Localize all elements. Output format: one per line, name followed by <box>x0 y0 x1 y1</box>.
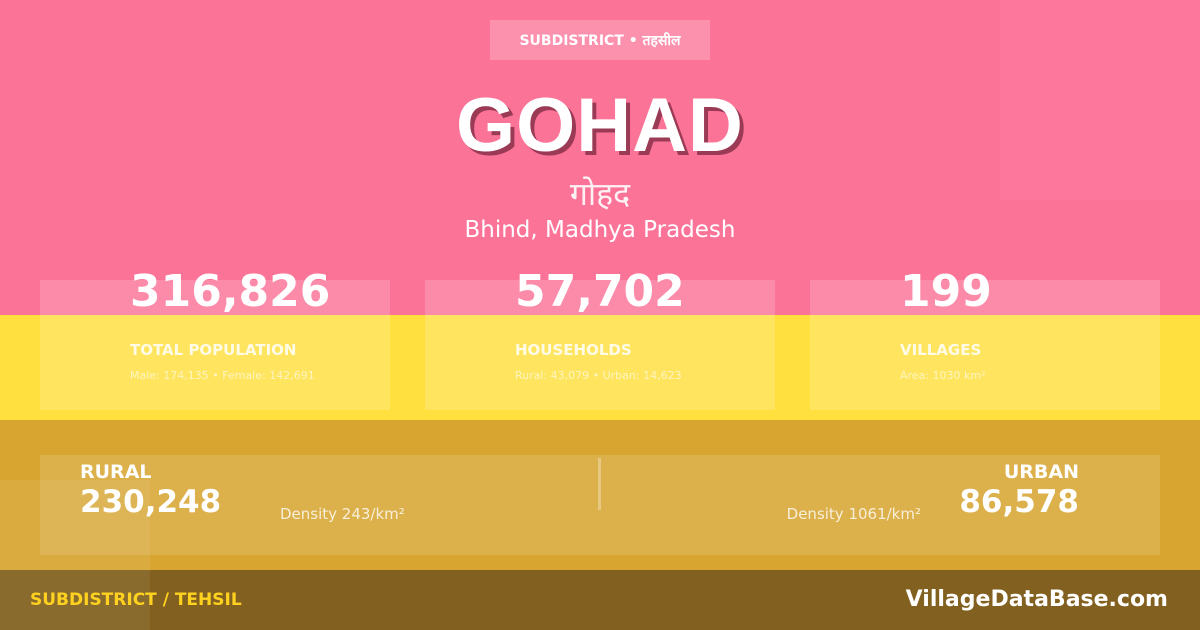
divider <box>598 458 601 510</box>
stat-value: 57,702 <box>515 266 685 317</box>
rural-label: RURAL <box>80 461 152 483</box>
title-hindi: गोहद <box>569 175 631 213</box>
footer-category: SUBDISTRICT / TEHSIL <box>30 590 242 610</box>
stat-label: VILLAGES <box>900 341 982 359</box>
stat-value: 316,826 <box>130 266 331 317</box>
stat-value: 199 <box>900 266 992 317</box>
urban-value: 86,578 <box>959 484 1079 520</box>
stat-sub: Male: 174,135 • Female: 142,691 <box>130 369 315 382</box>
site-brand-link[interactable]: VillageDataBase.com <box>905 587 1168 612</box>
stat-card-population: 316,826 TOTAL POPULATION Male: 174,135 •… <box>40 266 390 410</box>
urban-density: Density 1061/km² <box>786 505 921 523</box>
rural-density: Density 243/km² <box>280 505 405 523</box>
location: Bhind, Madhya Pradesh <box>464 217 736 243</box>
rural-urban-band <box>0 420 1200 570</box>
type-badge: SUBDISTRICT • तहसील <box>490 20 710 60</box>
rural-urban-panel <box>40 455 1160 555</box>
rural-value: 230,248 <box>80 484 222 520</box>
stat-sub: Area: 1030 km² <box>900 369 986 382</box>
stat-card-villages: 199 VILLAGES Area: 1030 km² <box>810 266 1160 410</box>
page-title: GOHAD <box>456 83 744 168</box>
stats-band <box>0 315 1200 420</box>
stat-label: HOUSEHOLDS <box>515 341 632 359</box>
stat-sub: Rural: 43,079 • Urban: 14,623 <box>515 369 682 382</box>
stat-label: TOTAL POPULATION <box>130 341 297 359</box>
decorative-square <box>0 480 150 630</box>
urban-label: URBAN <box>1003 461 1079 483</box>
stat-card-households: 57,702 HOUSEHOLDS Rural: 43,079 • Urban:… <box>425 266 775 410</box>
header-band <box>0 0 1200 315</box>
footer-band <box>0 570 1200 630</box>
